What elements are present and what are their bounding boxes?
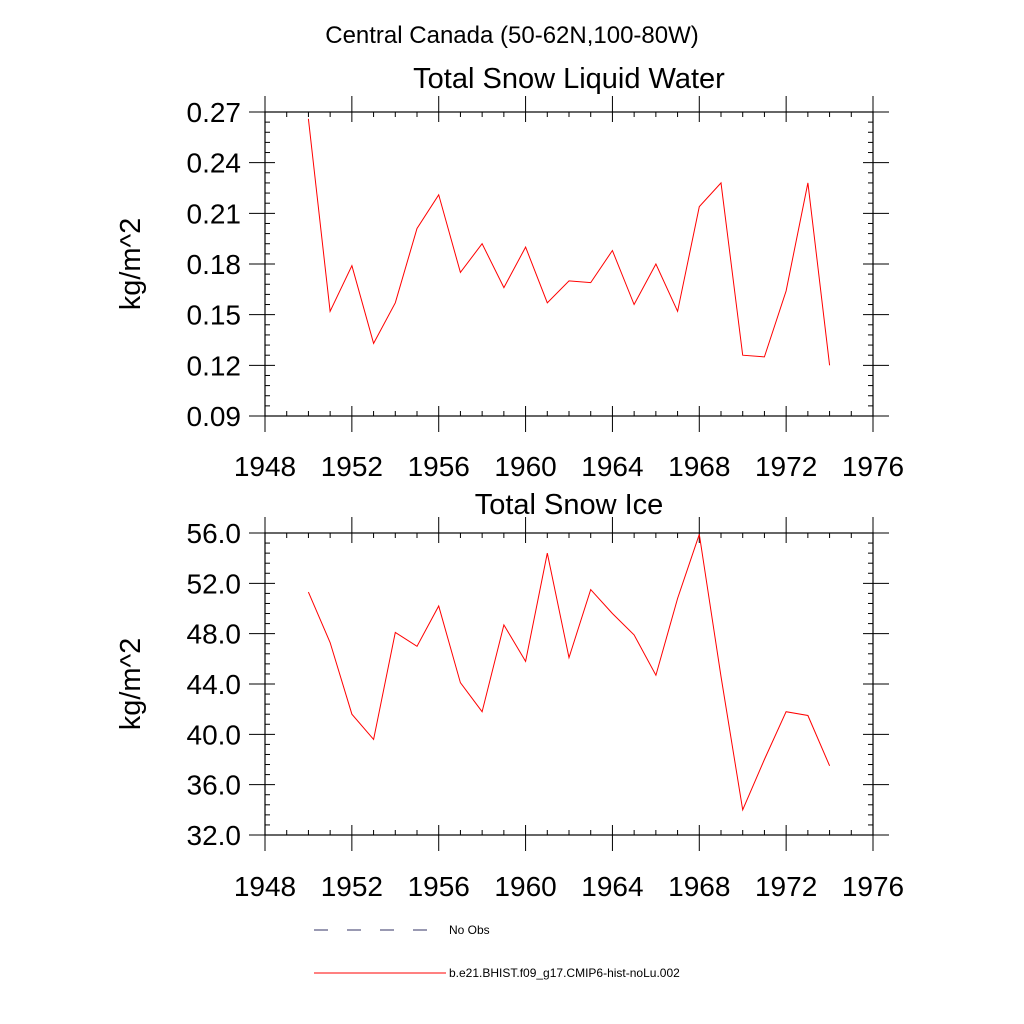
x-tick-label: 1976: [842, 451, 904, 482]
y-tick-label: 0.21: [187, 198, 242, 229]
panel-title: Total Snow Liquid Water: [413, 63, 725, 95]
legend: No Obs b.e21.BHIST.f09_g17.CMIP6-hist-no…: [314, 923, 680, 980]
x-tick-label: 1956: [408, 451, 470, 482]
x-tick-label: 1968: [668, 871, 730, 902]
y-tick-label: 44.0: [187, 669, 242, 700]
x-tick-label: 1960: [494, 451, 556, 482]
y-axis-label: kg/m^2: [115, 638, 147, 731]
y-tick-label: 40.0: [187, 719, 242, 750]
panel-snow-ice: Total Snow Ice 1948 1952 1956 1960 1964 1968 19…: [115, 489, 904, 902]
y-tick-label: 56.0: [187, 518, 242, 549]
x-tick-label: 1956: [408, 871, 470, 902]
panel-title: Total Snow Ice: [475, 489, 664, 521]
series-line: [307, 534, 831, 812]
y-tick-label: 36.0: [187, 770, 242, 801]
y-tick-label: 48.0: [187, 619, 242, 650]
x-tick-label: 1964: [581, 451, 643, 482]
y-tick-label: 0.27: [187, 97, 242, 128]
y-tick-label: 52.0: [187, 568, 242, 599]
x-tick-label: 1952: [321, 451, 383, 482]
x-tick-label: 1976: [842, 871, 904, 902]
x-tick-label: 1964: [581, 871, 643, 902]
y-tick-label: 0.15: [187, 300, 242, 331]
figure-title: Central Canada (50-62N,100-80W): [325, 22, 699, 49]
y-tick-label: 0.09: [187, 401, 242, 432]
y-tick-label: 0.12: [187, 350, 242, 381]
y-tick-label: 0.18: [187, 249, 242, 280]
series-line: [307, 118, 831, 366]
y-tick-label: 32.0: [187, 820, 242, 851]
x-tick-label: 1948: [234, 871, 296, 902]
x-tick-label: 1960: [494, 871, 556, 902]
panel-snow-liquid-water: Total Snow Liquid Water 1948 1952 1956 1960 1…: [115, 63, 904, 482]
x-tick-label: 1972: [755, 451, 817, 482]
x-tick-label: 1972: [755, 871, 817, 902]
legend-no-obs-label: No Obs: [449, 923, 490, 937]
x-tick-label: 1948: [234, 451, 296, 482]
x-tick-label: 1968: [668, 451, 730, 482]
y-tick-label: 0.24: [187, 148, 242, 179]
x-tick-label: 1952: [321, 871, 383, 902]
y-axis-label: kg/m^2: [115, 218, 147, 311]
legend-model-label: b.e21.BHIST.f09_g17.CMIP6-hist-noLu.002: [449, 966, 680, 980]
